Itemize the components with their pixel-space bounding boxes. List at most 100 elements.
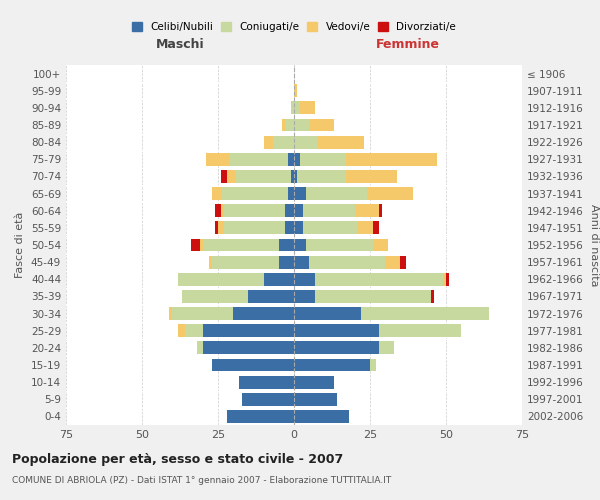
Bar bbox=[443, 273, 446, 285]
Bar bbox=[203, 324, 294, 337]
Bar bbox=[285, 204, 294, 217]
Bar bbox=[224, 222, 285, 234]
Bar bbox=[221, 204, 224, 217]
Bar bbox=[239, 376, 294, 388]
Bar bbox=[294, 256, 309, 268]
Text: Maschi: Maschi bbox=[155, 38, 205, 52]
Bar bbox=[370, 358, 376, 372]
Bar bbox=[203, 238, 279, 252]
Bar bbox=[379, 342, 394, 354]
Bar bbox=[279, 238, 294, 252]
Bar bbox=[227, 170, 236, 183]
Bar bbox=[294, 273, 315, 285]
Bar bbox=[294, 102, 300, 114]
Bar bbox=[294, 290, 315, 303]
Bar bbox=[319, 136, 364, 148]
Text: Popolazione per età, sesso e stato civile - 2007: Popolazione per età, sesso e stato civil… bbox=[12, 452, 343, 466]
Bar bbox=[212, 256, 279, 268]
Bar bbox=[212, 358, 294, 372]
Bar bbox=[373, 222, 379, 234]
Bar bbox=[230, 153, 288, 166]
Bar bbox=[294, 307, 361, 320]
Bar bbox=[294, 238, 306, 252]
Bar bbox=[315, 273, 443, 285]
Bar bbox=[248, 290, 294, 303]
Bar bbox=[212, 187, 221, 200]
Bar bbox=[385, 256, 400, 268]
Bar bbox=[294, 153, 300, 166]
Bar bbox=[294, 393, 337, 406]
Bar bbox=[282, 118, 285, 132]
Bar bbox=[291, 102, 294, 114]
Bar bbox=[309, 256, 385, 268]
Bar bbox=[294, 204, 303, 217]
Bar bbox=[294, 376, 334, 388]
Bar bbox=[206, 153, 230, 166]
Bar bbox=[169, 307, 172, 320]
Bar bbox=[209, 256, 212, 268]
Legend: Celibi/Nubili, Coniugati/e, Vedovi/e, Divorziati/e: Celibi/Nubili, Coniugati/e, Vedovi/e, Di… bbox=[130, 20, 458, 34]
Bar bbox=[215, 222, 218, 234]
Bar bbox=[236, 170, 291, 183]
Bar bbox=[306, 187, 367, 200]
Bar bbox=[300, 153, 346, 166]
Bar bbox=[178, 324, 185, 337]
Bar bbox=[373, 238, 388, 252]
Bar bbox=[288, 153, 294, 166]
Bar bbox=[294, 410, 349, 423]
Bar bbox=[215, 204, 221, 217]
Bar bbox=[309, 118, 334, 132]
Bar bbox=[294, 118, 309, 132]
Y-axis label: Anni di nascita: Anni di nascita bbox=[589, 204, 599, 286]
Bar bbox=[263, 273, 294, 285]
Bar bbox=[185, 324, 203, 337]
Bar bbox=[191, 238, 200, 252]
Bar bbox=[355, 204, 379, 217]
Bar bbox=[346, 170, 397, 183]
Bar bbox=[285, 118, 294, 132]
Bar bbox=[227, 410, 294, 423]
Bar bbox=[294, 187, 306, 200]
Bar bbox=[294, 324, 379, 337]
Bar bbox=[294, 222, 303, 234]
Bar bbox=[288, 187, 294, 200]
Bar bbox=[200, 238, 203, 252]
Bar bbox=[197, 342, 203, 354]
Bar bbox=[285, 222, 294, 234]
Bar bbox=[182, 290, 248, 303]
Bar bbox=[400, 256, 406, 268]
Bar bbox=[218, 222, 224, 234]
Bar bbox=[221, 187, 288, 200]
Bar bbox=[294, 170, 297, 183]
Bar bbox=[294, 136, 319, 148]
Bar bbox=[294, 358, 370, 372]
Bar bbox=[361, 307, 488, 320]
Y-axis label: Fasce di età: Fasce di età bbox=[16, 212, 25, 278]
Bar bbox=[291, 170, 294, 183]
Bar bbox=[203, 342, 294, 354]
Bar bbox=[297, 170, 346, 183]
Bar bbox=[300, 102, 315, 114]
Bar bbox=[446, 273, 449, 285]
Bar bbox=[431, 290, 434, 303]
Bar bbox=[279, 256, 294, 268]
Bar bbox=[224, 204, 285, 217]
Bar bbox=[294, 84, 297, 97]
Bar bbox=[346, 153, 437, 166]
Bar bbox=[263, 136, 273, 148]
Bar bbox=[379, 204, 382, 217]
Bar bbox=[221, 170, 227, 183]
Bar bbox=[379, 324, 461, 337]
Bar bbox=[242, 393, 294, 406]
Bar bbox=[315, 290, 431, 303]
Bar bbox=[178, 273, 263, 285]
Bar bbox=[233, 307, 294, 320]
Text: Femmine: Femmine bbox=[376, 38, 440, 52]
Bar bbox=[306, 238, 373, 252]
Bar bbox=[303, 204, 355, 217]
Bar bbox=[367, 187, 413, 200]
Bar bbox=[358, 222, 373, 234]
Bar bbox=[294, 342, 379, 354]
Text: COMUNE DI ABRIOLA (PZ) - Dati ISTAT 1° gennaio 2007 - Elaborazione TUTTITALIA.IT: COMUNE DI ABRIOLA (PZ) - Dati ISTAT 1° g… bbox=[12, 476, 391, 485]
Bar bbox=[273, 136, 294, 148]
